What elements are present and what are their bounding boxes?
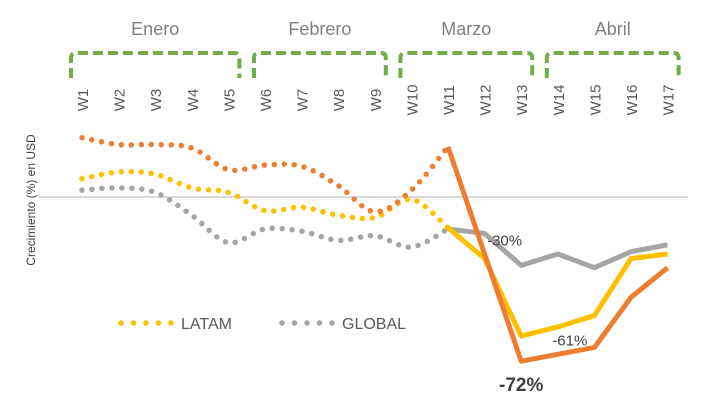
week-label: W7 [295, 89, 312, 112]
series-solid-orange [445, 146, 670, 364]
month-label: Abril [595, 19, 631, 39]
legend-label-global: GLOBAL [342, 316, 406, 333]
week-label: W8 [331, 89, 348, 112]
series-dotted-orange [79, 134, 451, 215]
week-label: W4 [185, 89, 202, 112]
month-bracket [398, 51, 535, 78]
week-label: W10 [404, 85, 421, 116]
series-dotted-global [79, 185, 451, 250]
week-label: W9 [368, 89, 385, 112]
week-label: W3 [148, 89, 165, 112]
week-label: W17 [661, 85, 678, 116]
legend-label-latam: LATAM [181, 316, 232, 333]
series-solid-global [447, 226, 669, 271]
y-axis-label: Crecimiento (%) en USD [24, 134, 38, 266]
data-label: -61% [552, 333, 587, 350]
series-dotted-latam [79, 168, 451, 231]
week-label: W13 [514, 85, 531, 116]
month-label: Febrero [288, 19, 351, 39]
data-label: -72% [499, 375, 543, 396]
week-label: W11 [441, 85, 458, 115]
week-label: W15 [587, 85, 604, 116]
week-label: W1 [75, 89, 92, 112]
week-label: W5 [221, 89, 238, 112]
month-bracket [544, 51, 681, 78]
month-bracket [252, 51, 388, 78]
week-label: W14 [551, 85, 568, 116]
data-label: -30% [487, 232, 522, 249]
week-label: W2 [112, 89, 129, 112]
week-label: W6 [258, 89, 275, 112]
week-label: W12 [478, 85, 495, 116]
month-label: Marzo [441, 19, 491, 39]
week-label: W16 [624, 85, 641, 116]
month-label: Enero [131, 19, 179, 39]
month-bracket [69, 51, 242, 78]
